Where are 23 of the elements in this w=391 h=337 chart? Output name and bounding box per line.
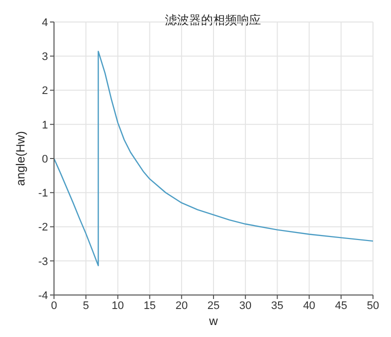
x-tick-label: 20: [175, 300, 188, 312]
y-tick-label: 0: [42, 153, 48, 166]
x-tick-label: 50: [366, 300, 380, 312]
y-tick-label: 3: [42, 51, 48, 64]
x-tick-label: 35: [271, 300, 284, 312]
line-series: [54, 50, 373, 266]
y-tick-label: 2: [42, 85, 48, 98]
x-tick-label: 10: [112, 300, 124, 312]
x-tick-label: 30: [239, 300, 252, 312]
x-tick-label: 5: [82, 300, 89, 312]
x-axis-title: w: [208, 314, 218, 328]
x-tick-label: 15: [144, 300, 156, 312]
y-tick-label: -1: [38, 188, 48, 200]
y-tick-label: -2: [38, 222, 48, 234]
y-tick-label: -3: [38, 256, 48, 268]
x-tick-label: 45: [334, 300, 348, 312]
y-tick-label: 4: [42, 16, 48, 29]
y-tick-label: -4: [38, 290, 48, 302]
x-tick-label: 25: [207, 300, 220, 312]
y-axis-title: angle(Hw): [13, 131, 28, 186]
y-tick-label: 1: [42, 119, 48, 132]
x-tick-label: 0: [50, 300, 58, 312]
x-tick-label: 40: [303, 300, 316, 312]
